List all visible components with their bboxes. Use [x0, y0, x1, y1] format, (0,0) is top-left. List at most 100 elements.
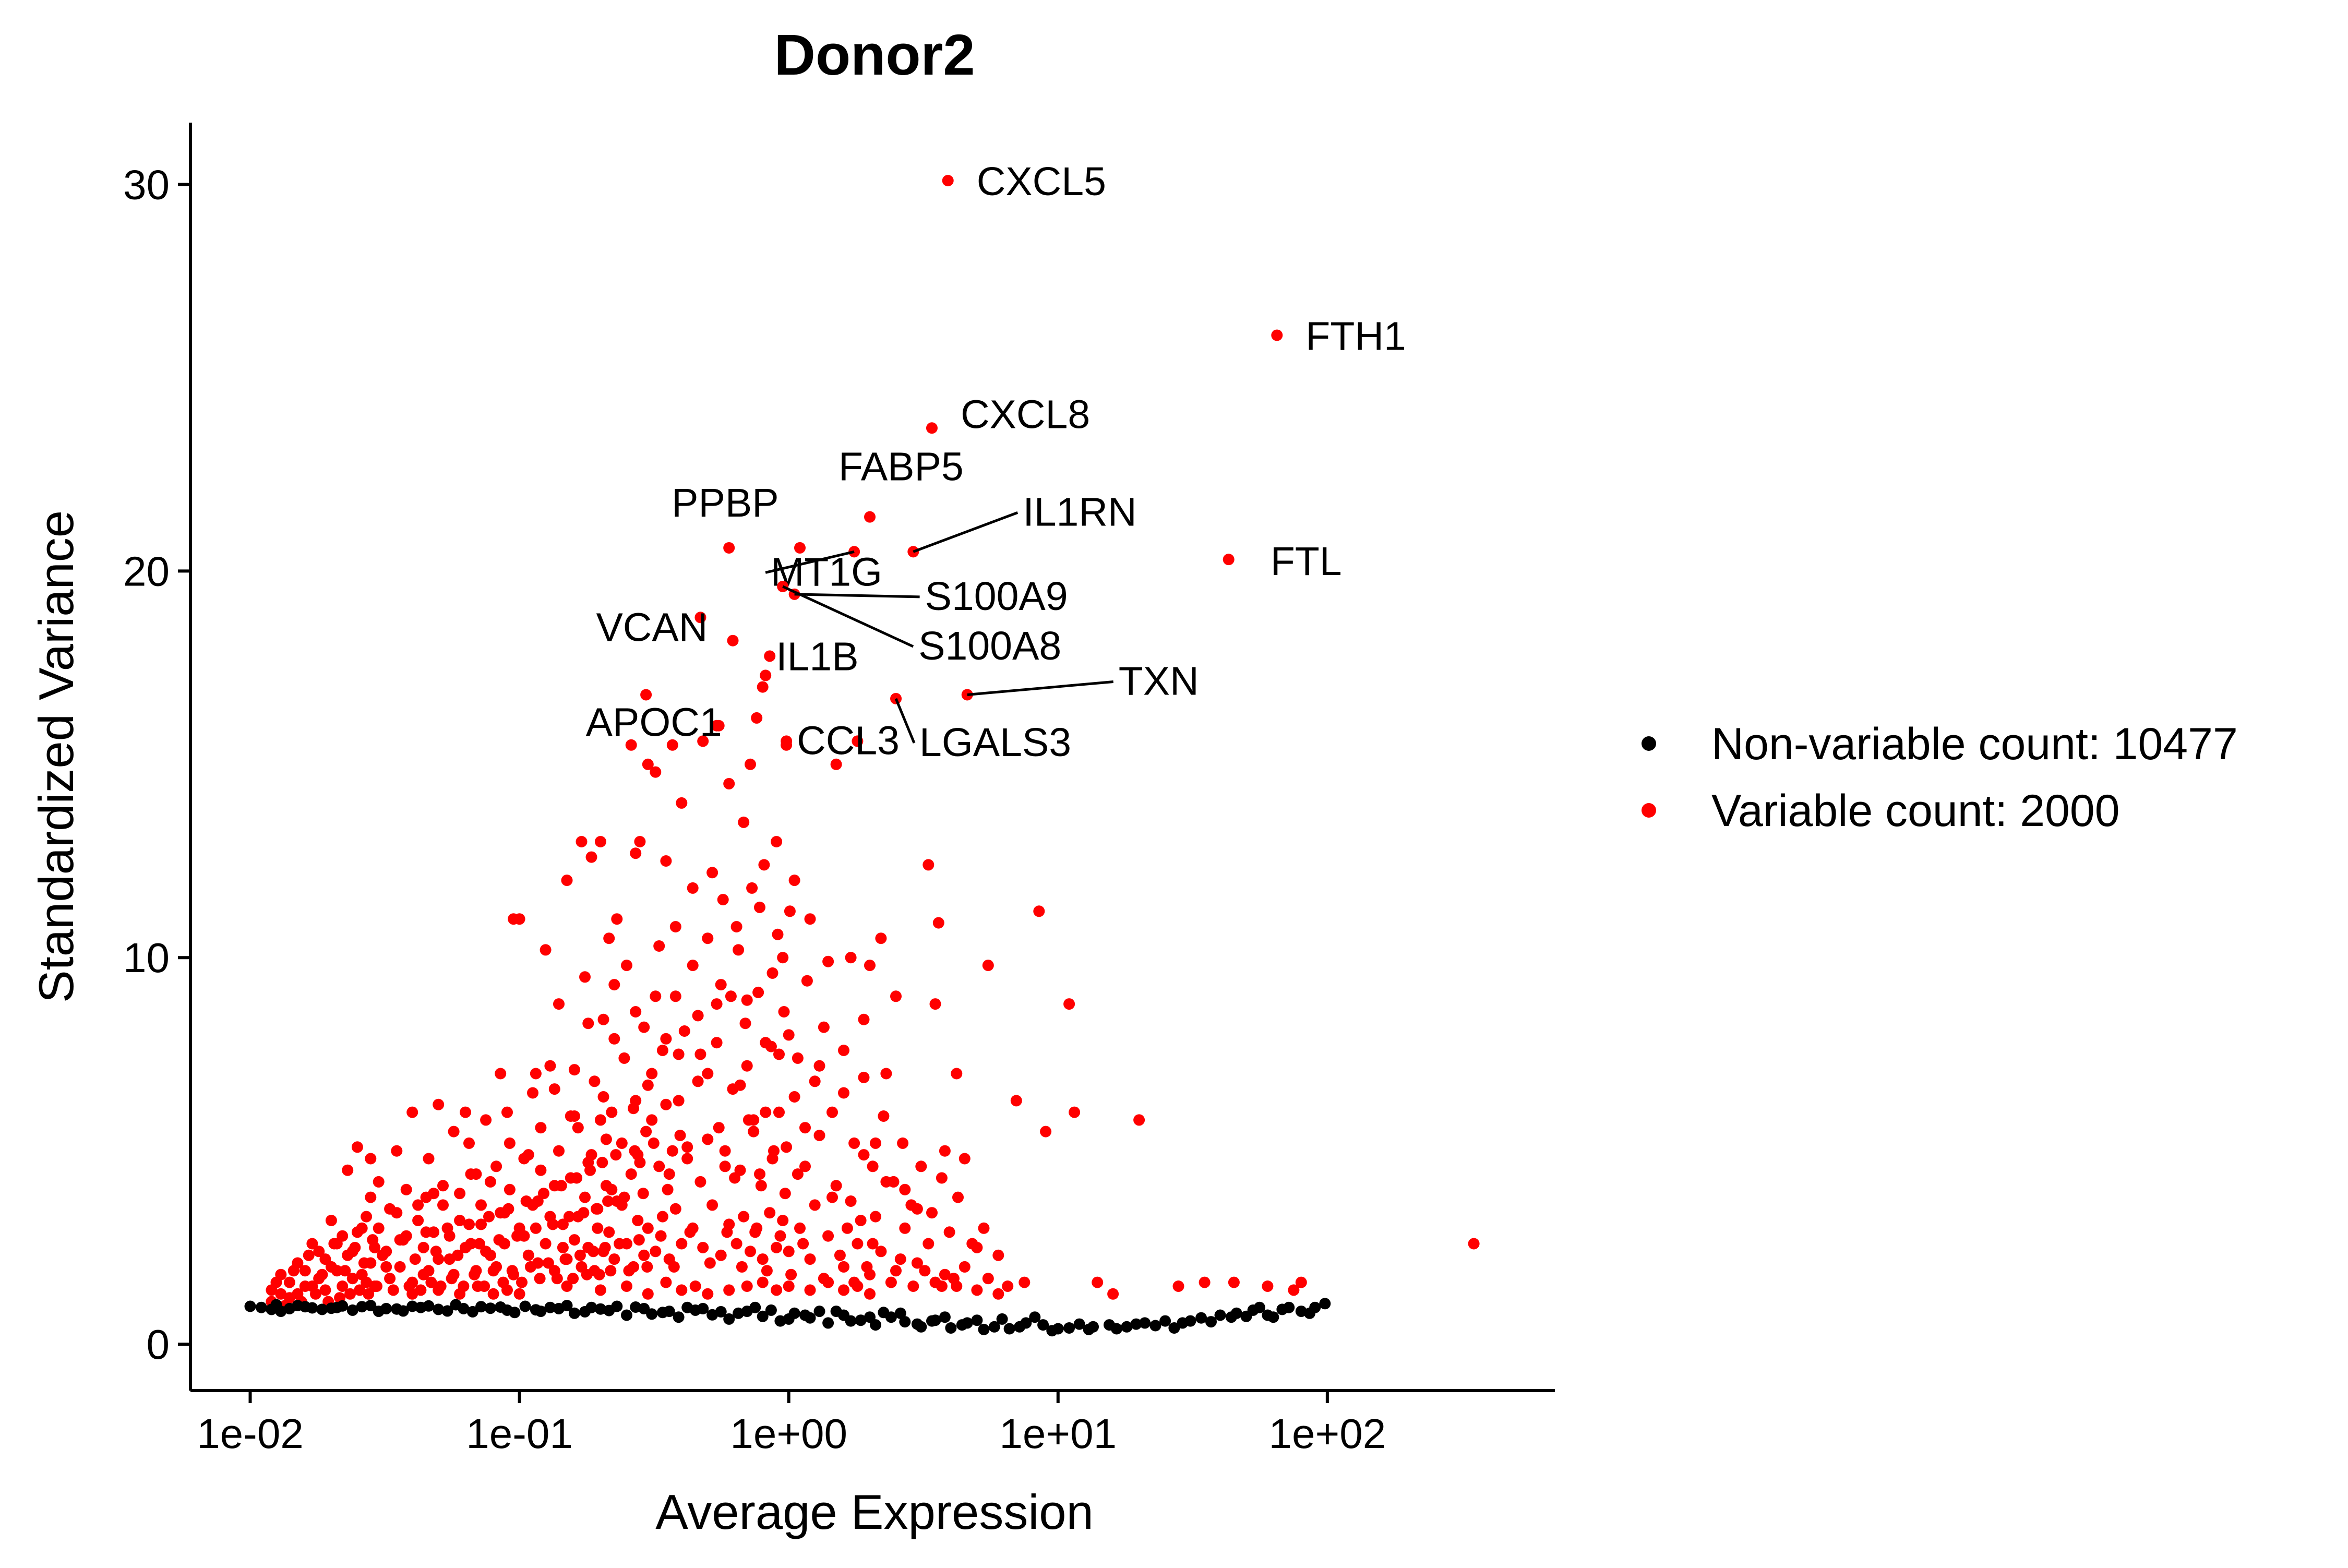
variable-point [757, 1253, 769, 1265]
variable-point [676, 1238, 688, 1250]
variable-point [745, 1246, 756, 1258]
variable-point [400, 1183, 412, 1195]
non-variable-point [1037, 1319, 1049, 1331]
variable-point [746, 882, 758, 894]
variable-point [625, 1168, 637, 1180]
variable-point [653, 1160, 665, 1172]
variable-point [325, 1261, 337, 1273]
variable-point [758, 859, 770, 871]
variable-point [501, 1106, 513, 1118]
non-variable-point [899, 1316, 911, 1328]
variable-point [768, 1145, 780, 1157]
variable-point [412, 1199, 424, 1211]
variable-point [838, 1284, 849, 1296]
variable-point [420, 1226, 432, 1238]
gene-label: FTL [1271, 539, 1342, 584]
variable-point [603, 932, 615, 944]
variable-point [351, 1226, 363, 1238]
variable-point [1228, 1276, 1240, 1288]
variable-point [725, 990, 737, 1002]
variable-point [715, 979, 727, 991]
non-variable-point [484, 1302, 496, 1314]
variable-point [472, 1280, 484, 1292]
non-variable-point [715, 1306, 727, 1318]
variable-point [771, 1241, 783, 1253]
variable-point [391, 1207, 403, 1219]
variable-point [852, 1280, 864, 1292]
variable-point [838, 1045, 849, 1056]
variable-point [687, 960, 699, 972]
variable-point [495, 1068, 507, 1080]
variable-point [858, 1149, 870, 1161]
variable-point [493, 1234, 505, 1246]
variable-point [727, 1083, 739, 1095]
variable-point [600, 1133, 612, 1145]
non-variable-point [978, 1323, 990, 1335]
variable-point [506, 1265, 518, 1277]
variable-point [692, 1010, 704, 1022]
variable-point [299, 1265, 311, 1277]
variable-point [858, 1013, 870, 1025]
variable-point [561, 1280, 573, 1292]
variable-point [692, 1075, 704, 1087]
variable-point [727, 635, 739, 647]
variable-point [754, 901, 765, 913]
variable-point [1002, 1280, 1014, 1292]
variable-point [911, 1257, 923, 1269]
non-variable-point [1184, 1315, 1196, 1327]
non-variable-point [783, 1313, 795, 1325]
variable-point [742, 1114, 754, 1126]
labeled-point [723, 542, 735, 554]
variable-point [1033, 905, 1045, 917]
variable-point [757, 1276, 769, 1288]
legend: Non-variable count: 10477 Variable count:… [1642, 719, 2238, 836]
variable-point [757, 681, 769, 693]
variable-point [630, 847, 642, 859]
gene-label: TXN [1119, 659, 1199, 703]
non-variable-point [365, 1300, 377, 1311]
variable-point [751, 712, 763, 724]
non-variable-point [495, 1301, 507, 1313]
non-variable-point [1003, 1323, 1015, 1335]
variable-point [952, 1191, 964, 1203]
variable-point [668, 1261, 680, 1273]
variable-point [660, 1033, 672, 1045]
non-variable-point [1087, 1321, 1099, 1333]
variable-point [971, 1284, 983, 1296]
variable-point [480, 1246, 492, 1258]
non-variable-point [337, 1300, 349, 1312]
variable-point [437, 1180, 449, 1192]
variable-point [779, 1188, 791, 1200]
variable-point [875, 1246, 887, 1258]
variable-point [792, 1052, 804, 1064]
non-variable-point [1253, 1301, 1265, 1313]
variable-point [574, 1249, 586, 1261]
variable-point [567, 1273, 579, 1285]
non-variable-point [316, 1303, 328, 1315]
non-variable-point [255, 1301, 267, 1313]
variable-point [777, 1215, 789, 1226]
variable-point [697, 735, 709, 747]
variable-point [571, 1172, 583, 1184]
variable-point [907, 1280, 919, 1292]
non-variable-point [663, 1306, 675, 1318]
non-variable-point [845, 1315, 857, 1327]
variable-point [878, 1110, 890, 1122]
variable-point [826, 1106, 838, 1118]
variable-point [551, 1273, 563, 1285]
variable-point [588, 1246, 600, 1258]
non-variable-point [423, 1300, 435, 1312]
legend-label: Non-variable count: 10477 [1711, 719, 2238, 769]
variable-point [524, 1261, 536, 1273]
variable-point [676, 797, 688, 809]
non-variable-point [1052, 1323, 1064, 1335]
variable-point [681, 1141, 693, 1153]
variable-point [433, 1098, 445, 1110]
label-leader-line [913, 511, 1019, 553]
variable-point [522, 1249, 534, 1261]
variable-point [1063, 998, 1075, 1010]
variable-point [578, 1207, 590, 1219]
variable-point [943, 1226, 955, 1238]
non-variable-point [244, 1300, 256, 1312]
labeled-point [1271, 329, 1283, 341]
